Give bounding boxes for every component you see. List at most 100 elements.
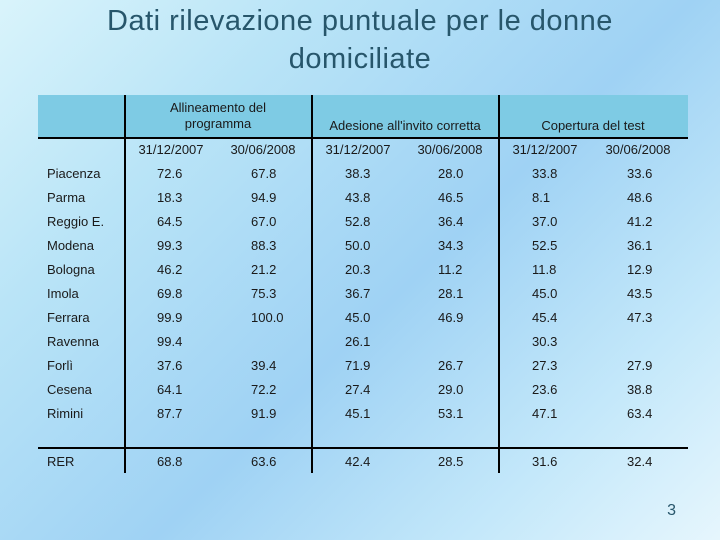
group-header-copertura: Copertura del test [541,118,645,133]
total-cell: 32.4 [627,454,653,469]
table-cell: 45.0 [345,310,371,325]
table-cell: 45.0 [532,286,558,301]
table-cell: 33.6 [627,166,653,181]
table-header-band [38,95,688,137]
table-cell: 46.5 [438,190,464,205]
table-cell: 21.2 [251,262,277,277]
total-cell: 42.4 [345,454,371,469]
header-divider [38,137,688,139]
column-subheader: 30/06/2008 [417,142,483,157]
row-label: Imola [47,286,79,301]
group-header-adesione: Adesione all'invito corretta [329,118,481,133]
table-cell: 20.3 [345,262,371,277]
table-cell: 69.8 [157,286,183,301]
column-subheader: 31/12/2007 [512,142,578,157]
table-cell: 36.1 [627,238,653,253]
table-cell: 28.0 [438,166,464,181]
table-cell: 67.0 [251,214,277,229]
column-subheader: 30/06/2008 [605,142,671,157]
table-cell: 99.4 [157,334,183,349]
table-cell: 99.9 [157,310,183,325]
row-label: Bologna [47,262,95,277]
table-cell: 26.1 [345,334,371,349]
column-divider-1 [124,95,126,473]
total-divider [38,447,688,449]
row-label: Parma [47,190,86,205]
table-cell: 34.3 [438,238,464,253]
table-cell: 91.9 [251,406,277,421]
table-cell: 41.2 [627,214,653,229]
table-cell: 45.4 [532,310,558,325]
table-cell: 12.9 [627,262,653,277]
table-cell: 36.4 [438,214,464,229]
column-divider-2 [311,95,313,473]
row-label: Cesena [47,382,92,397]
table-cell: 47.3 [627,310,653,325]
table-cell: 26.7 [438,358,464,373]
column-subheader: 31/12/2007 [138,142,204,157]
row-label: Ferrara [47,310,90,325]
total-cell: 31.6 [532,454,558,469]
table-cell: 48.6 [627,190,653,205]
table-cell: 28.1 [438,286,464,301]
row-label: Rimini [47,406,84,421]
table-cell: 52.8 [345,214,371,229]
table-cell: 27.3 [532,358,558,373]
table-cell: 37.0 [532,214,558,229]
table-cell: 38.8 [627,382,653,397]
row-label: Forlì [47,358,73,373]
table-cell: 88.3 [251,238,277,253]
table-cell: 63.4 [627,406,653,421]
table-cell: 52.5 [532,238,558,253]
total-cell: 28.5 [438,454,464,469]
table-cell: 50.0 [345,238,371,253]
table-cell: 11.2 [438,262,463,277]
title-line-2: domiciliate [288,43,432,75]
group-header-allineamento: Allineamento del programma [169,100,267,131]
table-cell: 64.5 [157,214,183,229]
table-cell: 39.4 [251,358,277,373]
table-cell: 43.8 [345,190,371,205]
table-cell: 33.8 [532,166,558,181]
table-cell: 46.9 [438,310,464,325]
total-row-label: RER [47,454,75,469]
row-label: Reggio E. [47,214,105,229]
column-divider-3 [498,95,500,473]
table-cell: 64.1 [157,382,183,397]
table-cell: 43.5 [627,286,653,301]
table-cell: 99.3 [157,238,183,253]
table-cell: 67.8 [251,166,277,181]
table-cell: 36.7 [345,286,371,301]
table-cell: 94.9 [251,190,277,205]
table-cell: 27.4 [345,382,371,397]
table-cell: 100.0 [251,310,284,325]
row-label: Piacenza [47,166,101,181]
slide-title: Dati rilevazione puntuale per le donne d… [0,2,720,78]
column-subheader: 30/06/2008 [230,142,296,157]
total-cell: 68.8 [157,454,183,469]
table-cell: 30.3 [532,334,558,349]
table-cell: 75.3 [251,286,277,301]
table-cell: 46.2 [157,262,183,277]
table-cell: 45.1 [345,406,371,421]
table-cell: 71.9 [345,358,371,373]
table-cell: 38.3 [345,166,371,181]
table-cell: 47.1 [532,406,558,421]
table-cell: 37.6 [157,358,183,373]
table-cell: 29.0 [438,382,464,397]
table-cell: 72.6 [157,166,183,181]
table-cell: 87.7 [157,406,183,421]
table-cell: 72.2 [251,382,277,397]
table-cell: 18.3 [157,190,183,205]
total-cell: 63.6 [251,454,277,469]
table-cell: 23.6 [532,382,558,397]
table-cell: 53.1 [438,406,464,421]
title-line-1: Dati rilevazione puntuale per le donne [107,5,613,37]
table-cell: 8.1 [532,190,551,205]
column-subheader: 31/12/2007 [325,142,391,157]
row-label: Ravenna [47,334,100,349]
page-number: 3 [667,502,676,519]
table-cell: 11.8 [532,262,557,277]
row-label: Modena [47,238,94,253]
table-cell: 27.9 [627,358,653,373]
